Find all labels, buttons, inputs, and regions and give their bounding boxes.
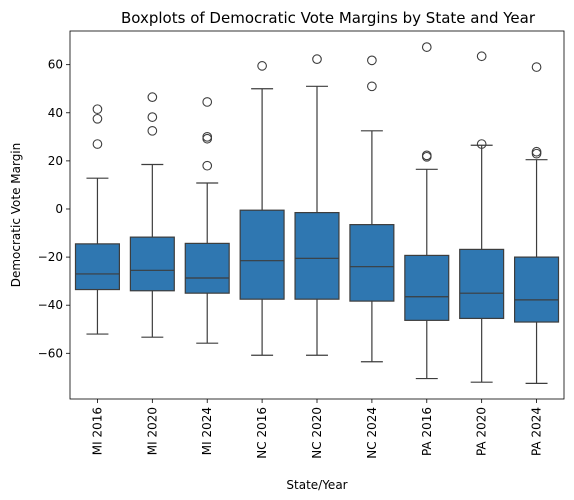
box-iqr	[513, 256, 560, 323]
outlier-point	[202, 131, 213, 142]
box-iqr	[459, 248, 505, 320]
outlier-point	[312, 54, 322, 64]
y-tick-label: −20	[38, 250, 63, 264]
x-axis: MI 2016 MI 2020 MI 2024 NC 2016 NC 2020 NC 20…	[90, 399, 544, 459]
y-axis-label: Democratic Vote Margin	[9, 143, 23, 288]
y-tick-label: −60	[38, 346, 63, 360]
x-tick-label: PA 2016	[420, 407, 434, 456]
box-iqr	[129, 236, 175, 292]
box-group-3	[239, 61, 285, 356]
box-iqr	[74, 243, 121, 291]
box-group-8	[513, 62, 560, 384]
outlier-point	[476, 139, 487, 149]
box-group-7	[459, 51, 505, 383]
box-group-4	[294, 54, 340, 356]
outlier-point	[92, 113, 103, 124]
outlier-point	[147, 125, 158, 136]
outlier-point	[202, 160, 213, 171]
x-tick-label: PA 2020	[475, 407, 489, 456]
outlier-point	[92, 104, 103, 115]
x-tick-label: NC 2020	[310, 407, 324, 459]
box-iqr	[294, 211, 340, 300]
x-tick-label: PA 2024	[530, 407, 544, 456]
y-tick-label: 0	[55, 202, 63, 216]
box-group-2	[184, 97, 230, 344]
outlier-point	[367, 81, 377, 92]
y-tick-label: 40	[48, 106, 63, 120]
box-group-5	[349, 55, 395, 363]
outlier-point	[531, 62, 542, 72]
plot-area	[74, 42, 560, 384]
outlier-point	[421, 150, 432, 161]
box-group-1	[129, 92, 175, 338]
box-iqr	[239, 209, 285, 300]
outlier-point	[367, 55, 377, 66]
outlier-point	[147, 92, 158, 102]
x-tick-label: MI 2024	[200, 407, 214, 455]
chart-title: Boxplots of Democratic Vote Margins by S…	[121, 9, 536, 27]
outlier-point	[257, 61, 267, 71]
y-axis: −60 −40 −20 0 20 40 60	[38, 58, 70, 360]
outlier-point	[421, 42, 432, 52]
box-group-0	[74, 104, 121, 335]
outlier-point	[92, 139, 103, 149]
x-axis-label: State/Year	[286, 478, 347, 492]
outlier-point	[202, 133, 213, 144]
outlier-point	[531, 146, 542, 157]
outlier-point	[202, 97, 213, 107]
x-tick-label: NC 2016	[255, 407, 269, 459]
y-tick-label: 20	[48, 154, 63, 168]
box-iqr	[404, 254, 450, 321]
x-tick-label: MI 2016	[90, 407, 104, 455]
box-iqr	[184, 242, 230, 294]
x-tick-label: MI 2020	[145, 407, 159, 455]
y-tick-label: 60	[48, 58, 63, 72]
y-tick-label: −40	[38, 298, 63, 312]
outlier-point	[531, 148, 542, 159]
box-group-6	[404, 42, 450, 380]
x-tick-label: NC 2024	[365, 407, 379, 459]
outlier-point	[147, 112, 158, 122]
outlier-point	[476, 51, 487, 62]
box-iqr	[349, 224, 395, 302]
